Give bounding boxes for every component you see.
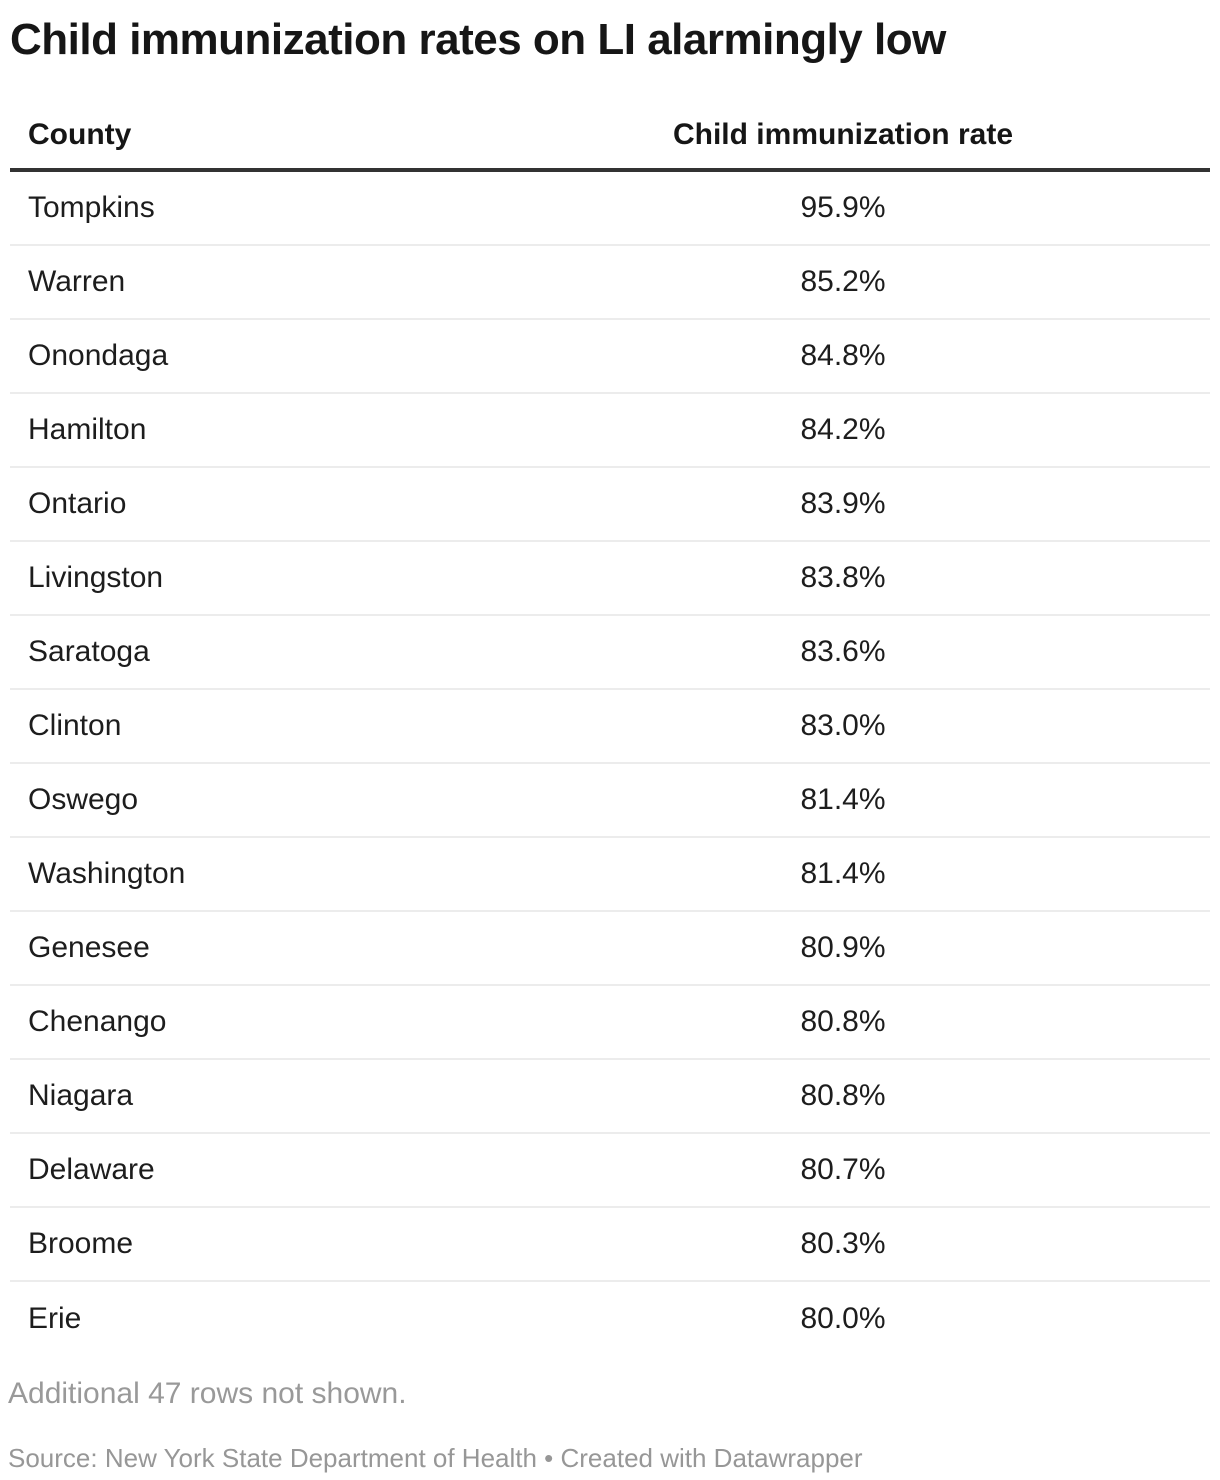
county-cell: Tompkins [28,191,155,224]
rate-cell: 80.3% [800,1227,886,1260]
county-cell: Ontario [28,487,127,520]
table-row: Chenango 80.8% [10,986,1210,1060]
rate-cell: 85.2% [800,265,886,298]
chart-title: Child immunization rates on LI alarmingl… [10,15,946,64]
county-cell: Clinton [28,709,122,742]
table-row: Saratoga 83.6% [10,616,1210,690]
rate-cell: 83.9% [800,487,886,520]
table-header-row: County Child immunization rate [10,117,1210,172]
table-row: Clinton 83.0% [10,690,1210,764]
rate-cell: 83.0% [800,709,886,742]
column-header-county: County [28,118,132,151]
rate-cell: 81.4% [800,783,886,816]
rate-cell: 80.0% [800,1302,886,1335]
additional-rows-note: Additional 47 rows not shown. [8,1377,407,1410]
table-row: Erie 80.0% [10,1282,1210,1356]
rate-cell: 80.9% [800,931,886,964]
county-cell: Hamilton [28,413,147,446]
rate-cell: 80.7% [800,1153,886,1186]
table-row: Delaware 80.7% [10,1134,1210,1208]
county-cell: Genesee [28,931,150,964]
rate-cell: 83.8% [800,561,886,594]
table-row: Genesee 80.9% [10,912,1210,986]
rate-cell: 80.8% [800,1079,886,1112]
rate-cell: 95.9% [800,191,886,224]
county-cell: Oswego [28,783,139,816]
column-header-rate: Child immunization rate [672,118,1014,151]
source-attribution: Source: New York State Department of Hea… [8,1443,863,1473]
table-body: Tompkins 95.9% Warren 85.2% Onondaga 84.… [10,172,1210,1356]
rate-cell: 84.2% [800,413,886,446]
county-cell: Onondaga [28,339,169,372]
rate-cell: 83.6% [800,635,886,668]
table-row: Warren 85.2% [10,246,1210,320]
county-cell: Broome [28,1227,134,1260]
county-cell: Warren [28,265,126,298]
table-row: Ontario 83.9% [10,468,1210,542]
county-cell: Niagara [28,1079,134,1112]
table-row: Broome 80.3% [10,1208,1210,1282]
county-cell: Chenango [28,1005,167,1038]
immunization-table-chart: Child immunization rates on LI alarmingl… [0,14,1220,1480]
table-row: Onondaga 84.8% [10,320,1210,394]
data-table: County Child immunization rate Tompkins … [10,117,1210,1356]
rate-cell: 80.8% [800,1005,886,1038]
county-cell: Saratoga [28,635,150,668]
table-row: Washington 81.4% [10,838,1210,912]
rate-cell: 81.4% [800,857,886,890]
county-cell: Livingston [28,561,164,594]
county-cell: Erie [28,1302,82,1335]
table-row: Niagara 80.8% [10,1060,1210,1134]
table-row: Tompkins 95.9% [10,172,1210,246]
table-row: Oswego 81.4% [10,764,1210,838]
table-row: Hamilton 84.2% [10,394,1210,468]
rate-cell: 84.8% [800,339,886,372]
county-cell: Washington [28,857,186,890]
county-cell: Delaware [28,1153,155,1186]
table-row: Livingston 83.8% [10,542,1210,616]
